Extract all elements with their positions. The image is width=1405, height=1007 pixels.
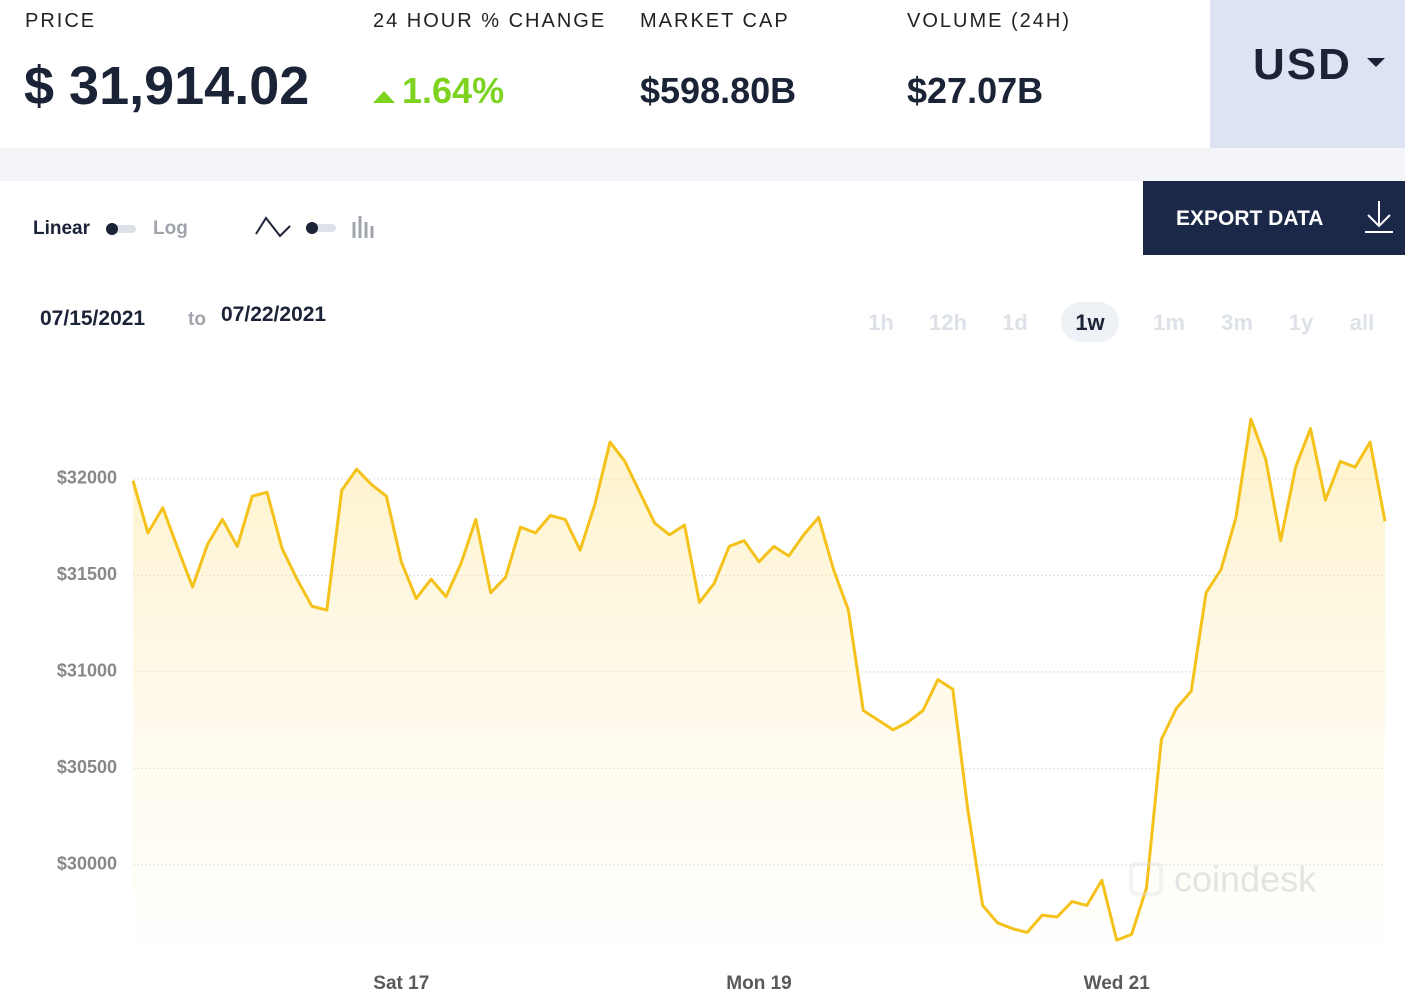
date-from[interactable]: 07/15/2021 xyxy=(40,307,146,330)
y-tick-label: $31000 xyxy=(57,661,117,681)
range-button[interactable]: 1d xyxy=(1002,310,1028,335)
export-label: EXPORT DATA xyxy=(1176,207,1324,230)
volume-label: VOLUME (24H) xyxy=(907,10,1072,32)
linear-option[interactable]: Linear xyxy=(33,218,91,239)
y-tick-label: $32000 xyxy=(57,468,117,488)
y-tick-label: $30000 xyxy=(57,854,117,874)
currency: USD xyxy=(1253,40,1352,89)
change: 1.64% xyxy=(402,70,505,111)
watermark-icon xyxy=(1129,862,1163,896)
up-arrow xyxy=(373,91,395,103)
price-line xyxy=(131,417,1387,942)
range-button[interactable]: all xyxy=(1349,310,1375,335)
date-separator: to xyxy=(188,309,206,330)
market-cap-label: MARKET CAP xyxy=(640,10,790,32)
range-button[interactable]: 3m xyxy=(1221,310,1253,335)
chart-style-toggle[interactable] xyxy=(254,212,378,244)
area xyxy=(133,419,1385,1000)
range-button[interactable]: 1w xyxy=(1061,302,1119,342)
scale-toggle[interactable] xyxy=(104,221,138,237)
change-label: 24 HOUR % CHANGE xyxy=(373,10,607,32)
divider-band xyxy=(0,148,1405,181)
market-cap: $598.80B xyxy=(640,70,797,111)
y-tick-label: $30500 xyxy=(57,757,117,777)
download-icon xyxy=(1365,201,1393,233)
dropdown-caret xyxy=(1367,58,1385,67)
range-button[interactable]: 1h xyxy=(868,310,894,335)
log-option[interactable]: Log xyxy=(153,218,188,239)
price-label: PRICE xyxy=(25,10,97,32)
price: $ 31,914.02 xyxy=(24,56,310,116)
export-button[interactable]: EXPORT DATA xyxy=(1143,181,1405,255)
range-button[interactable]: 1m xyxy=(1153,310,1185,335)
volume: $27.07B xyxy=(907,70,1044,111)
date-to[interactable]: 07/22/2021 xyxy=(221,303,327,326)
y-tick-label: $31500 xyxy=(57,564,117,584)
currency-selector[interactable]: USD xyxy=(1210,0,1405,148)
watermark: coindesk xyxy=(1174,859,1317,900)
range-button[interactable]: 12h xyxy=(929,310,967,335)
range-button[interactable]: 1y xyxy=(1288,310,1314,335)
